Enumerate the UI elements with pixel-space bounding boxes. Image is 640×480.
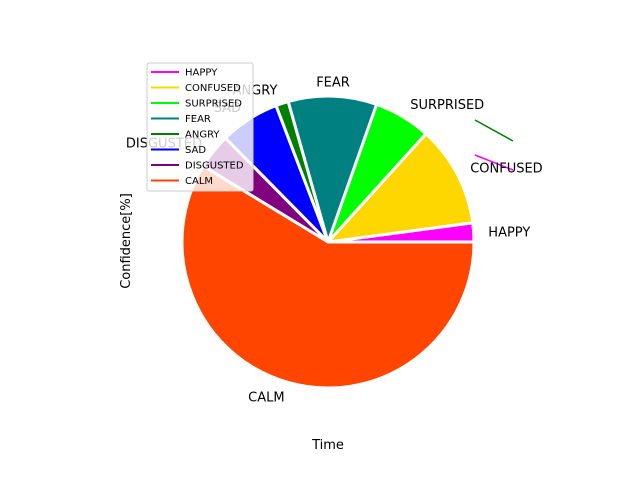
legend: HAPPY CONFUSED SURPRISED FEAR ANGRY SAD DISGUS… xyxy=(147,63,253,191)
slice-label-confused: CONFUSED xyxy=(470,161,543,176)
slice-label-fear: FEAR xyxy=(316,76,350,91)
legend-label-confused: CONFUSED xyxy=(185,83,241,94)
slice-label-calm: CALM xyxy=(248,391,284,406)
legend-label-angry: ANGRY xyxy=(185,130,220,141)
legend-label-fear: FEAR xyxy=(185,114,211,125)
legend-label-surprised: SURPRISED xyxy=(185,99,242,110)
y-axis-label: Confidence[%] xyxy=(119,193,134,289)
stray-line-green xyxy=(475,120,513,141)
x-axis-label: Time xyxy=(311,438,344,453)
slice-label-surprised: SURPRISED xyxy=(410,98,484,113)
legend-label-sad: SAD xyxy=(185,145,206,156)
legend-label-disgusted: DISGUSTED xyxy=(185,161,244,172)
legend-label-happy: HAPPY xyxy=(185,68,218,79)
slice-label-happy: HAPPY xyxy=(488,225,530,240)
legend-label-calm: CALM xyxy=(185,176,213,187)
